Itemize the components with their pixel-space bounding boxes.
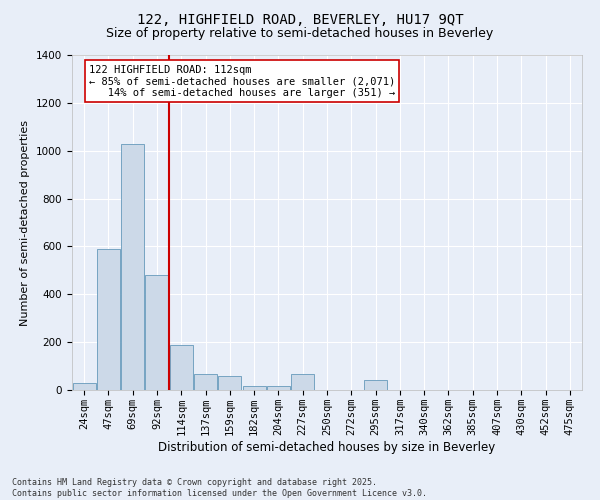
- Bar: [364, 380, 387, 390]
- Text: 122 HIGHFIELD ROAD: 112sqm
← 85% of semi-detached houses are smaller (2,071)
   : 122 HIGHFIELD ROAD: 112sqm ← 85% of semi…: [89, 64, 395, 98]
- Bar: [170, 344, 193, 390]
- Bar: [267, 386, 290, 390]
- Text: 122, HIGHFIELD ROAD, BEVERLEY, HU17 9QT: 122, HIGHFIELD ROAD, BEVERLEY, HU17 9QT: [137, 12, 463, 26]
- Bar: [97, 249, 120, 390]
- Y-axis label: Number of semi-detached properties: Number of semi-detached properties: [20, 120, 31, 326]
- Text: Contains HM Land Registry data © Crown copyright and database right 2025.
Contai: Contains HM Land Registry data © Crown c…: [12, 478, 427, 498]
- Bar: [145, 275, 169, 390]
- Bar: [291, 374, 314, 390]
- Text: Size of property relative to semi-detached houses in Beverley: Size of property relative to semi-detach…: [106, 28, 494, 40]
- Bar: [242, 386, 266, 390]
- Bar: [73, 383, 95, 390]
- Bar: [194, 374, 217, 390]
- Bar: [218, 376, 241, 390]
- Bar: [121, 144, 144, 390]
- X-axis label: Distribution of semi-detached houses by size in Beverley: Distribution of semi-detached houses by …: [158, 440, 496, 454]
